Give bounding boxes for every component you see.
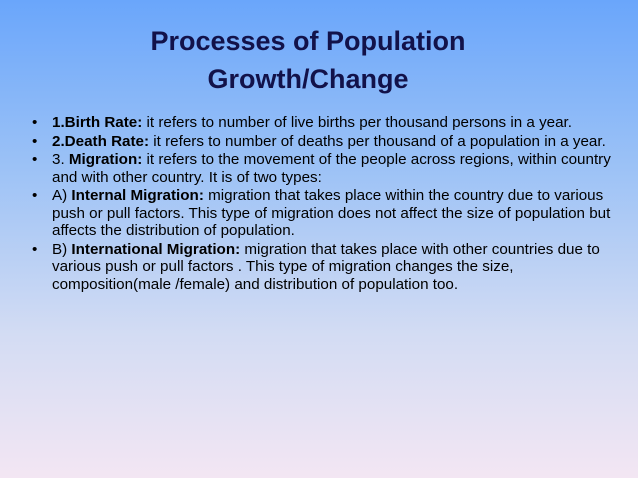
- bullet-list: 1.Birth Rate: it refers to number of liv…: [28, 114, 624, 294]
- bullet-text: it refers to number of deaths per thousa…: [149, 132, 606, 150]
- bullet: B) International Migration: migration th…: [28, 241, 624, 294]
- bullet-text: B): [52, 240, 72, 258]
- bullet-text: migration that takes place within the co…: [52, 187, 615, 239]
- bullet: 2.Death Rate: it refers to number of dea…: [28, 133, 624, 151]
- bullet-heading: Migration:: [68, 151, 143, 168]
- bullet: 1.Birth Rate: it refers to number of liv…: [28, 114, 624, 132]
- bullet: A) Internal Migration: migration that ta…: [28, 187, 624, 240]
- bullet: 3. Migration: it refers to the movement …: [28, 151, 624, 186]
- bullet-text: migration that takes place with other co…: [52, 240, 605, 293]
- bullet-heading: 1.Birth Rate:: [52, 114, 143, 131]
- bullet-text: A): [52, 187, 72, 204]
- bullet-heading: 2.Death Rate:: [52, 132, 150, 150]
- bullet-heading: International Migration:: [71, 240, 241, 258]
- bullet-heading: Internal Migration:: [71, 187, 204, 204]
- bullet-text: it refers to number of live births per t…: [142, 114, 572, 131]
- bullet-text: 3.: [52, 151, 69, 168]
- bullet-text: it refers to the movement of the people …: [52, 151, 616, 186]
- slide-title: Processes of Population Growth/Change: [150, 26, 466, 94]
